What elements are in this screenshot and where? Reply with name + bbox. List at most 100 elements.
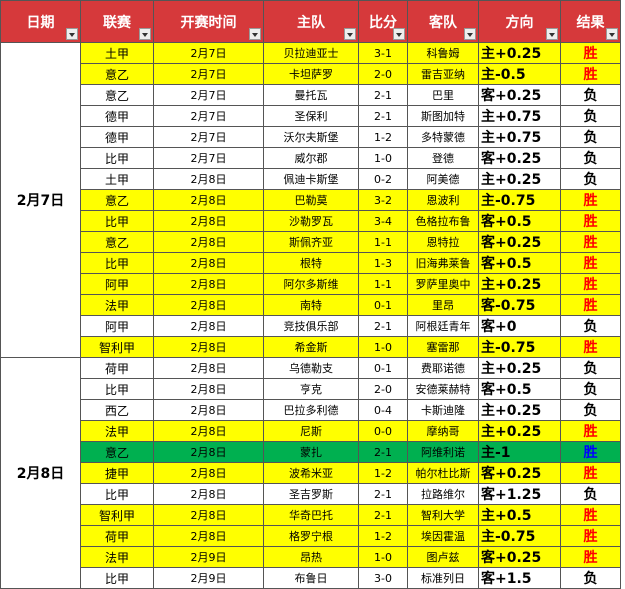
cell: 1-1 — [358, 231, 408, 253]
cell: 主-1 — [478, 441, 561, 463]
match-row: 阿甲 2月8日 竞技俱乐部 2-1 阿根廷青年 客+0 负 — [1, 315, 621, 337]
cell: 圣吉罗斯 — [263, 483, 359, 505]
cell: 主+0.5 — [478, 504, 561, 526]
cell: 2月8日 — [153, 252, 264, 274]
cell: 2月7日 — [153, 147, 264, 169]
cell: 巴里 — [407, 84, 479, 106]
cell: 2月8日 — [153, 231, 264, 253]
cell: 阿美德 — [407, 168, 479, 190]
cell: 阿维利诺 — [407, 441, 479, 463]
cell: 2月8日 — [153, 483, 264, 505]
filter-button[interactable] — [344, 28, 356, 40]
match-row: 德甲 2月7日 沃尔夫斯堡 1-2 多特蒙德 主+0.75 负 — [1, 126, 621, 148]
cell: 胜 — [560, 462, 621, 484]
filter-button[interactable] — [393, 28, 405, 40]
cell: 威尔郡 — [263, 147, 359, 169]
cell: 1-2 — [358, 462, 408, 484]
cell: 3-2 — [358, 189, 408, 211]
cell: 标准列日 — [407, 567, 479, 589]
cell: 意乙 — [80, 189, 154, 211]
cell: 2月8日 — [153, 420, 264, 442]
cell: 2月8日 — [153, 504, 264, 526]
cell: 智利甲 — [80, 504, 154, 526]
cell: 1-0 — [358, 546, 408, 568]
cell: 比甲 — [80, 483, 154, 505]
cell: 胜 — [560, 210, 621, 232]
cell: 负 — [560, 84, 621, 106]
filter-button[interactable] — [546, 28, 558, 40]
column-header: 联赛 — [80, 0, 154, 43]
cell: 2月8日 — [153, 294, 264, 316]
cell: 南特 — [263, 294, 359, 316]
cell: 佩迪卡斯堡 — [263, 168, 359, 190]
cell: 客+0.5 — [478, 378, 561, 400]
cell: 希金斯 — [263, 336, 359, 358]
filter-button[interactable] — [606, 28, 618, 40]
cell: 罗萨里奥中 — [407, 273, 479, 295]
cell: 华奇巴托 — [263, 504, 359, 526]
match-row: 法甲 2月9日 昂热 1-0 图卢兹 客+0.25 胜 — [1, 546, 621, 568]
match-row: 智利甲 2月8日 希金斯 1-0 塞雷那 主-0.75 胜 — [1, 336, 621, 358]
match-row: 法甲 2月8日 南特 0-1 里昂 客-0.75 胜 — [1, 294, 621, 316]
cell: 比甲 — [80, 567, 154, 589]
cell: 胜 — [560, 273, 621, 295]
cell: 智利大学 — [407, 504, 479, 526]
cell: 意乙 — [80, 84, 154, 106]
filter-button[interactable] — [66, 28, 78, 40]
cell: 胜 — [560, 231, 621, 253]
cell: 2-1 — [358, 504, 408, 526]
cell: 恩波利 — [407, 189, 479, 211]
cell: 3-0 — [358, 567, 408, 589]
cell: 1-1 — [358, 273, 408, 295]
cell: 2-0 — [358, 63, 408, 85]
cell: 负 — [560, 483, 621, 505]
cell: 胜 — [560, 63, 621, 85]
cell: 客+0.25 — [478, 147, 561, 169]
cell: 1-0 — [358, 147, 408, 169]
cell: 安德莱赫特 — [407, 378, 479, 400]
match-row: 意乙 2月8日 蒙扎 2-1 阿维利诺 主-1 胜 — [1, 441, 621, 463]
cell: 色格拉布鲁 — [407, 210, 479, 232]
filter-button[interactable] — [464, 28, 476, 40]
match-row: 比甲 2月9日 布鲁日 3-0 标准列日 客+1.5 负 — [1, 567, 621, 589]
cell: 胜 — [560, 252, 621, 274]
cell: 2月8日 — [153, 273, 264, 295]
cell: 昂热 — [263, 546, 359, 568]
cell: 2月8日 — [153, 399, 264, 421]
cell: 1-2 — [358, 126, 408, 148]
cell: 3-1 — [358, 42, 408, 64]
cell: 土甲 — [80, 168, 154, 190]
cell: 阿甲 — [80, 273, 154, 295]
cell: 捷甲 — [80, 462, 154, 484]
filter-button[interactable] — [139, 28, 151, 40]
cell: 胜 — [560, 504, 621, 526]
cell: 蒙扎 — [263, 441, 359, 463]
cell: 2月8日 — [153, 357, 264, 379]
cell: 塞雷那 — [407, 336, 479, 358]
cell: 巴拉多利德 — [263, 399, 359, 421]
cell: 2月7日 — [153, 42, 264, 64]
filter-button[interactable] — [249, 28, 261, 40]
cell: 主+0.25 — [478, 399, 561, 421]
cell: 主-0.75 — [478, 336, 561, 358]
cell: 2月8日 — [153, 525, 264, 547]
match-row: 比甲 2月8日 圣吉罗斯 2-1 拉路维尔 客+1.25 负 — [1, 483, 621, 505]
column-header: 开赛时间 — [153, 0, 264, 43]
cell: 比甲 — [80, 252, 154, 274]
cell: 巴勒莫 — [263, 189, 359, 211]
match-row: 比甲 2月8日 亨克 2-0 安德莱赫特 客+0.5 负 — [1, 378, 621, 400]
cell: 2月7日 — [153, 84, 264, 106]
cell: 主+0.75 — [478, 105, 561, 127]
cell: 德甲 — [80, 105, 154, 127]
cell: 0-1 — [358, 294, 408, 316]
cell: 2月8日 — [153, 168, 264, 190]
cell: 主+0.25 — [478, 357, 561, 379]
cell: 胜 — [560, 294, 621, 316]
cell: 客+1.25 — [478, 483, 561, 505]
cell: 2月7日 — [153, 105, 264, 127]
cell: 德甲 — [80, 126, 154, 148]
match-row: 意乙 2月7日 曼托瓦 2-1 巴里 客+0.25 负 — [1, 84, 621, 106]
cell: 0-0 — [358, 420, 408, 442]
cell: 贝拉迪亚士 — [263, 42, 359, 64]
